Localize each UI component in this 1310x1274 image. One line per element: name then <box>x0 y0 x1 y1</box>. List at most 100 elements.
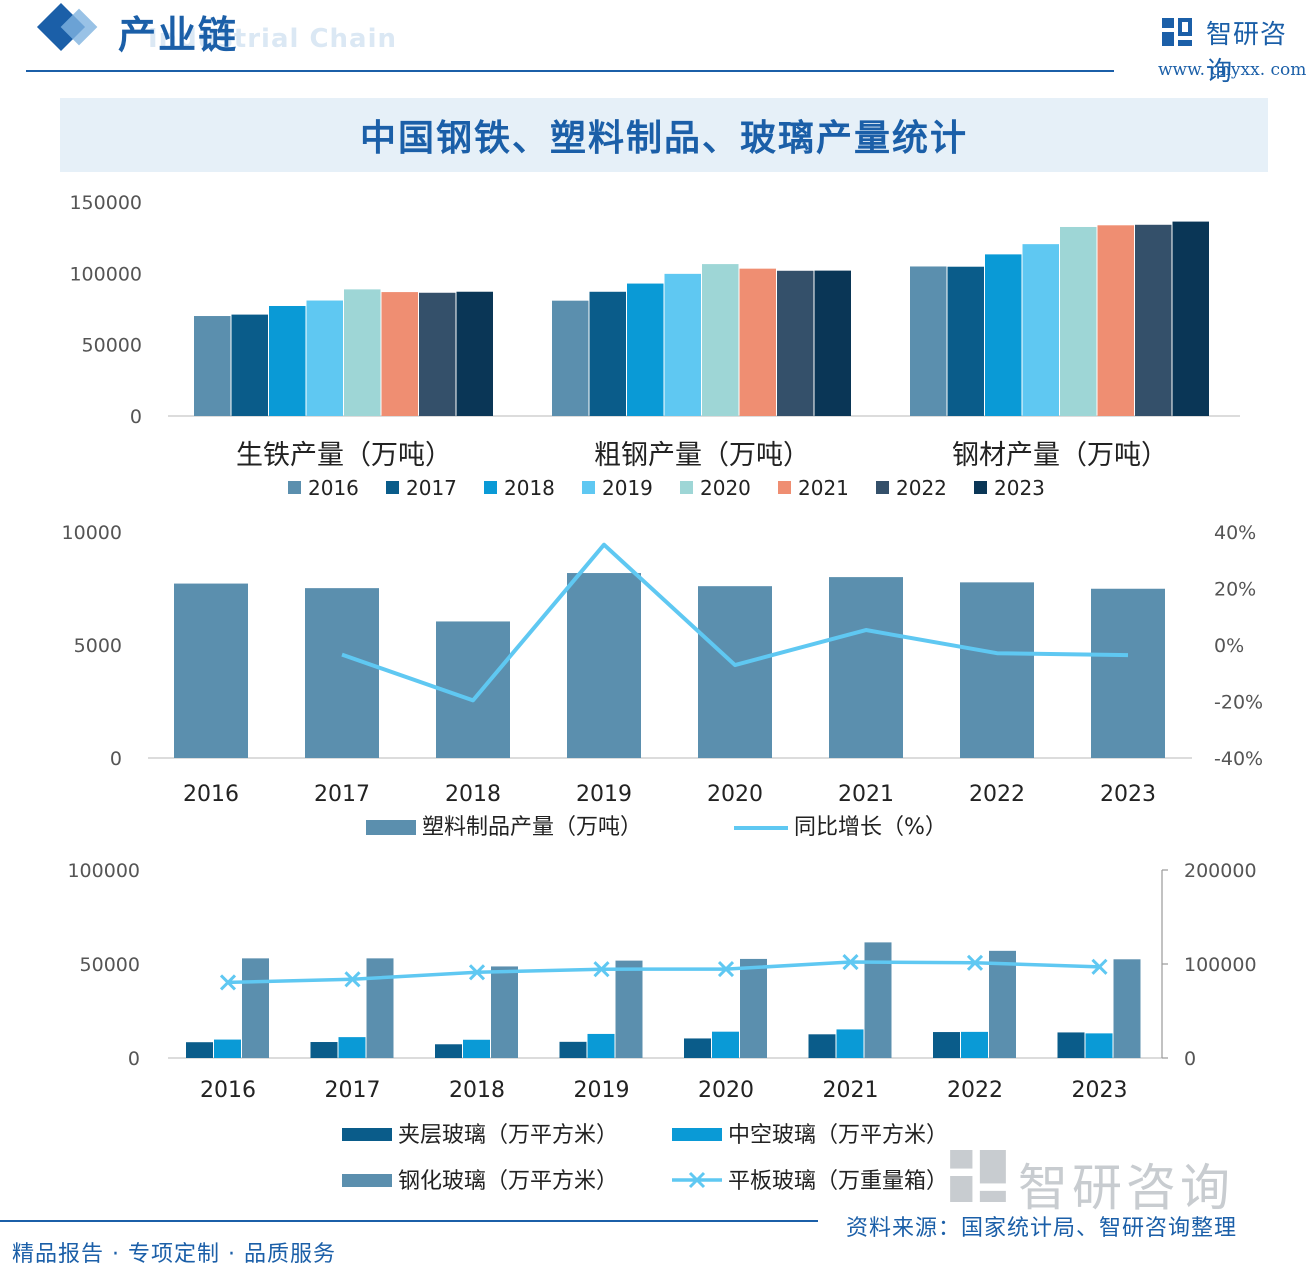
c3-point-flat-glass <box>717 961 735 978</box>
main-title-band: 中国钢铁、塑料制品、玻璃产量统计 <box>60 98 1268 172</box>
c3-bar-夹层玻璃（万平方米） <box>310 1042 338 1058</box>
c3-bar-钢化玻璃（万平方米） <box>366 958 394 1058</box>
c1-bar-2019 <box>664 273 701 416</box>
c3-bar-中空玻璃（万平方米） <box>961 1031 988 1058</box>
c1-bar-2019 <box>306 300 343 416</box>
c1-bar-2018 <box>985 254 1022 416</box>
section-subtitle: Industrial Chain <box>148 24 398 54</box>
c3-bar-中空玻璃（万平方米） <box>712 1031 739 1058</box>
c1-legend-swatch <box>484 481 497 494</box>
c3-x-tick-label: 2021 <box>823 1078 879 1103</box>
c1-legend-swatch <box>778 481 791 494</box>
c3-legend-label: 钢化玻璃（万平方米） <box>398 1169 618 1194</box>
c2-bar-plastic <box>829 577 903 758</box>
c3-legend-label: 夹层玻璃（万平方米） <box>398 1123 618 1148</box>
c1-bar-2022 <box>419 292 456 416</box>
c2-bar-plastic <box>305 588 379 758</box>
c1-bar-2023 <box>456 291 493 416</box>
c3-x-tick-label: 2023 <box>1072 1078 1128 1103</box>
c3-bar-钢化玻璃（万平方米） <box>1113 959 1141 1058</box>
c1-bar-2018 <box>269 305 306 416</box>
c1-legend-swatch <box>680 481 693 494</box>
c3-bar-夹层玻璃（万平方米） <box>1057 1032 1085 1058</box>
footer-slogan: 精品报告 · 专项定制 · 品质服务 <box>12 1242 336 1267</box>
brand-logo-icon <box>1162 18 1192 46</box>
watermark-logo-icon <box>950 1150 1006 1202</box>
c2-y-tick-label: 10000 <box>62 522 122 544</box>
c1-bar-2020 <box>1060 226 1097 416</box>
c1-bar-2016 <box>552 300 589 416</box>
c3-point-flat-glass <box>842 953 859 971</box>
c3-bar-夹层玻璃（万平方米） <box>435 1044 462 1058</box>
c2-x-tick-label: 2018 <box>445 782 501 807</box>
c3-bar-钢化玻璃（万平方米） <box>740 958 767 1058</box>
c1-bar-2020 <box>702 264 739 416</box>
c2-y2-tick-label: 40% <box>1214 522 1256 544</box>
c3-point-flat-glass <box>344 971 361 988</box>
c3-bar-中空玻璃（万平方米） <box>463 1039 490 1058</box>
c1-legend-label: 2023 <box>994 476 1045 500</box>
c3-y-tick-label: 100000 <box>67 860 140 882</box>
c3-y2-tick-label: 200000 <box>1184 860 1257 882</box>
c1-y-tick-label: 0 <box>130 406 142 428</box>
brand-url[interactable]: www. chyxx. com <box>1158 60 1307 80</box>
c3-bar-钢化玻璃（万平方米） <box>615 960 643 1058</box>
c2-legend-label: 塑料制品产量（万吨） <box>422 815 642 840</box>
c1-legend-label: 2021 <box>798 476 849 500</box>
c3-bar-钢化玻璃（万平方米） <box>242 958 269 1058</box>
c1-bar-2023 <box>814 270 851 416</box>
c1-legend-label: 2019 <box>602 476 653 500</box>
c1-category-label: 粗钢产量（万吨） <box>594 440 810 471</box>
c3-point-flat-glass <box>966 954 984 971</box>
c1-bar-2021 <box>739 268 776 416</box>
c3-legend-label: 平板玻璃（万重量箱） <box>728 1169 948 1194</box>
c2-x-tick-label: 2023 <box>1100 782 1156 807</box>
c3-bar-中空玻璃（万平方米） <box>587 1033 615 1058</box>
c1-legend-label: 2016 <box>308 476 359 500</box>
c3-bar-中空玻璃（万平方米） <box>1085 1033 1113 1058</box>
c2-y-tick-label: 0 <box>110 748 122 770</box>
c2-y2-tick-label: -20% <box>1214 692 1263 714</box>
c3-point-flat-glass <box>219 974 237 991</box>
footer-source: 资料来源：国家统计局、智研咨询整理 <box>846 1216 1238 1241</box>
c2-x-tick-label: 2022 <box>969 782 1025 807</box>
c3-legend-swatch <box>342 1174 392 1187</box>
c1-legend-label: 2020 <box>700 476 751 500</box>
c3-line-flat-glass <box>227 960 1100 985</box>
c3-x-tick-label: 2017 <box>325 1078 381 1103</box>
c1-bar-2022 <box>1135 224 1172 416</box>
c3-x-tick-label: 2018 <box>449 1078 505 1103</box>
c2-legend-label: 同比增长（%） <box>794 815 947 840</box>
c2-bar-plastic <box>960 582 1034 758</box>
c1-bar-2020 <box>344 289 381 416</box>
c3-legend-swatch <box>672 1128 722 1141</box>
brand-name: 智研咨询 <box>1206 20 1288 87</box>
c1-legend-label: 2022 <box>896 476 947 500</box>
c1-y-tick-label: 150000 <box>69 192 142 214</box>
c2-y2-tick-label: 20% <box>1214 579 1256 601</box>
c2-legend-swatch-bar <box>366 820 416 835</box>
c1-bar-2017 <box>231 314 268 416</box>
c3-bar-钢化玻璃（万平方米） <box>491 966 518 1058</box>
c3-y2-tick-label: 100000 <box>1184 954 1257 976</box>
header-divider <box>26 70 1114 72</box>
c3-legend-label: 中空玻璃（万平方米） <box>728 1123 948 1148</box>
c1-legend-swatch <box>386 481 399 494</box>
c1-category-label: 生铁产量（万吨） <box>236 440 452 471</box>
watermark-text: 智研咨询 <box>1018 1159 1234 1217</box>
c3-x-tick-label: 2016 <box>200 1078 256 1103</box>
c2-bar-plastic <box>174 583 248 758</box>
main-title: 中国钢铁、塑料制品、玻璃产量统计 <box>359 117 968 159</box>
section-title: 产业链 <box>118 12 239 57</box>
c1-bar-2023 <box>1172 221 1209 416</box>
c3-bar-夹层玻璃（万平方米） <box>933 1032 960 1058</box>
c1-legend-swatch <box>974 481 987 494</box>
c3-bar-夹层玻璃（万平方米） <box>186 1042 213 1058</box>
c2-x-tick-label: 2016 <box>183 782 239 807</box>
c3-point-flat-glass <box>1091 958 1108 975</box>
c1-category-label: 钢材产量（万吨） <box>952 440 1168 471</box>
c3-legend-swatch <box>342 1128 392 1141</box>
c1-legend-swatch <box>288 481 301 494</box>
c2-bar-plastic <box>567 573 641 758</box>
c2-x-tick-label: 2020 <box>707 782 763 807</box>
